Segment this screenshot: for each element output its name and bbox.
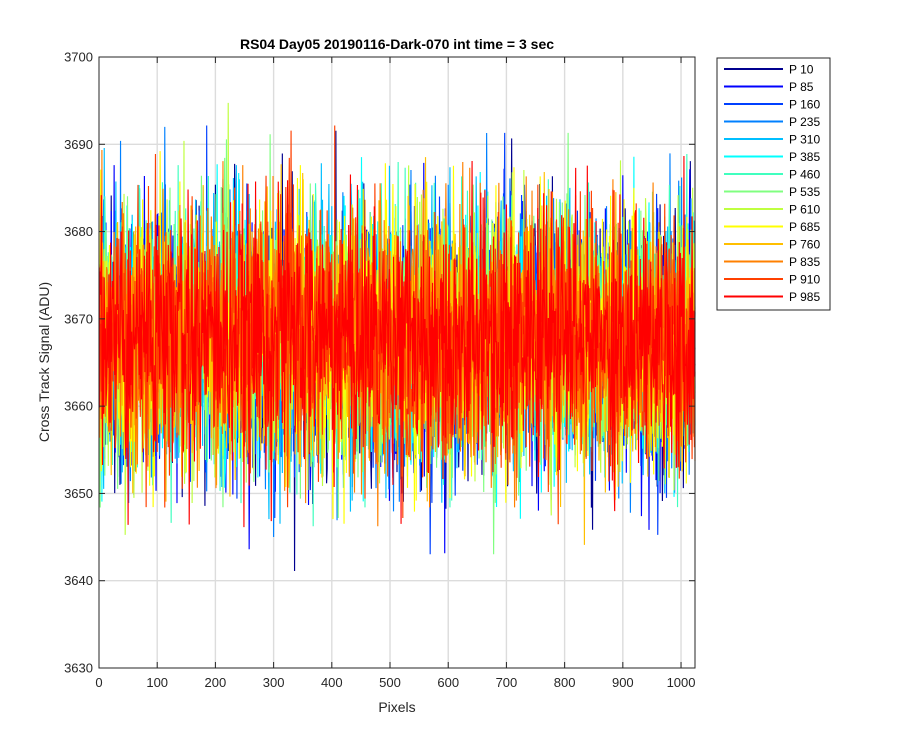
x-tick-label: 600 <box>437 675 459 690</box>
axis-ticks <box>98 56 695 669</box>
axes-box <box>98 56 696 669</box>
x-tick-label: 900 <box>612 675 634 690</box>
legend-label: P 835 <box>789 255 820 269</box>
x-tick-label: 700 <box>496 675 518 690</box>
x-tick-label: 400 <box>321 675 343 690</box>
x-tick-labels: 0 100 200 300 400 500 600 700 800 900 1000 <box>95 675 695 690</box>
y-tick-label: 3670 <box>64 311 93 326</box>
legend-label: P 610 <box>789 202 820 216</box>
legend-label: P 85 <box>789 80 814 94</box>
legend-label: P 385 <box>789 150 820 164</box>
legend-label: P 160 <box>789 97 820 111</box>
series-line <box>99 155 696 528</box>
legend-label: P 760 <box>789 237 820 251</box>
y-tick-labels: 3630 3640 3650 3660 3670 3680 3690 3700 <box>64 50 93 676</box>
y-tick-label: 3680 <box>64 224 93 239</box>
x-tick-label: 1000 <box>667 675 696 690</box>
legend-label: P 910 <box>789 272 820 286</box>
legend-label: P 685 <box>789 220 820 234</box>
x-tick-label: 100 <box>146 675 168 690</box>
legend: P 10 P 85 P 160 P 235 P 310 P 385 P 460 P 535 P … <box>716 57 831 311</box>
x-tick-label: 500 <box>379 675 401 690</box>
y-tick-label: 3640 <box>64 573 93 588</box>
legend-label: P 310 <box>789 132 820 146</box>
y-tick-label: 3650 <box>64 486 93 501</box>
y-tick-label: 3700 <box>64 50 93 65</box>
y-tick-label: 3630 <box>64 661 93 676</box>
y-axis-label: Cross Track Signal (ADU) <box>36 282 52 442</box>
legend-label: P 235 <box>789 115 820 129</box>
legend-label: P 10 <box>789 62 814 76</box>
legend-box <box>716 57 831 311</box>
x-axis-label: Pixels <box>378 699 415 715</box>
x-tick-label: 0 <box>95 675 102 690</box>
y-tick-label: 3660 <box>64 399 93 414</box>
x-tick-label: 200 <box>205 675 227 690</box>
x-tick-label: 300 <box>263 675 285 690</box>
x-tick-label: 800 <box>554 675 576 690</box>
legend-label: P 535 <box>789 185 820 199</box>
legend-label: P 460 <box>789 167 820 181</box>
legend-label: P 985 <box>789 290 820 304</box>
y-tick-label: 3690 <box>64 137 93 152</box>
data-series <box>99 102 696 571</box>
chart-title: RS04 Day05 20190116-Dark-070 int time = … <box>240 36 554 52</box>
